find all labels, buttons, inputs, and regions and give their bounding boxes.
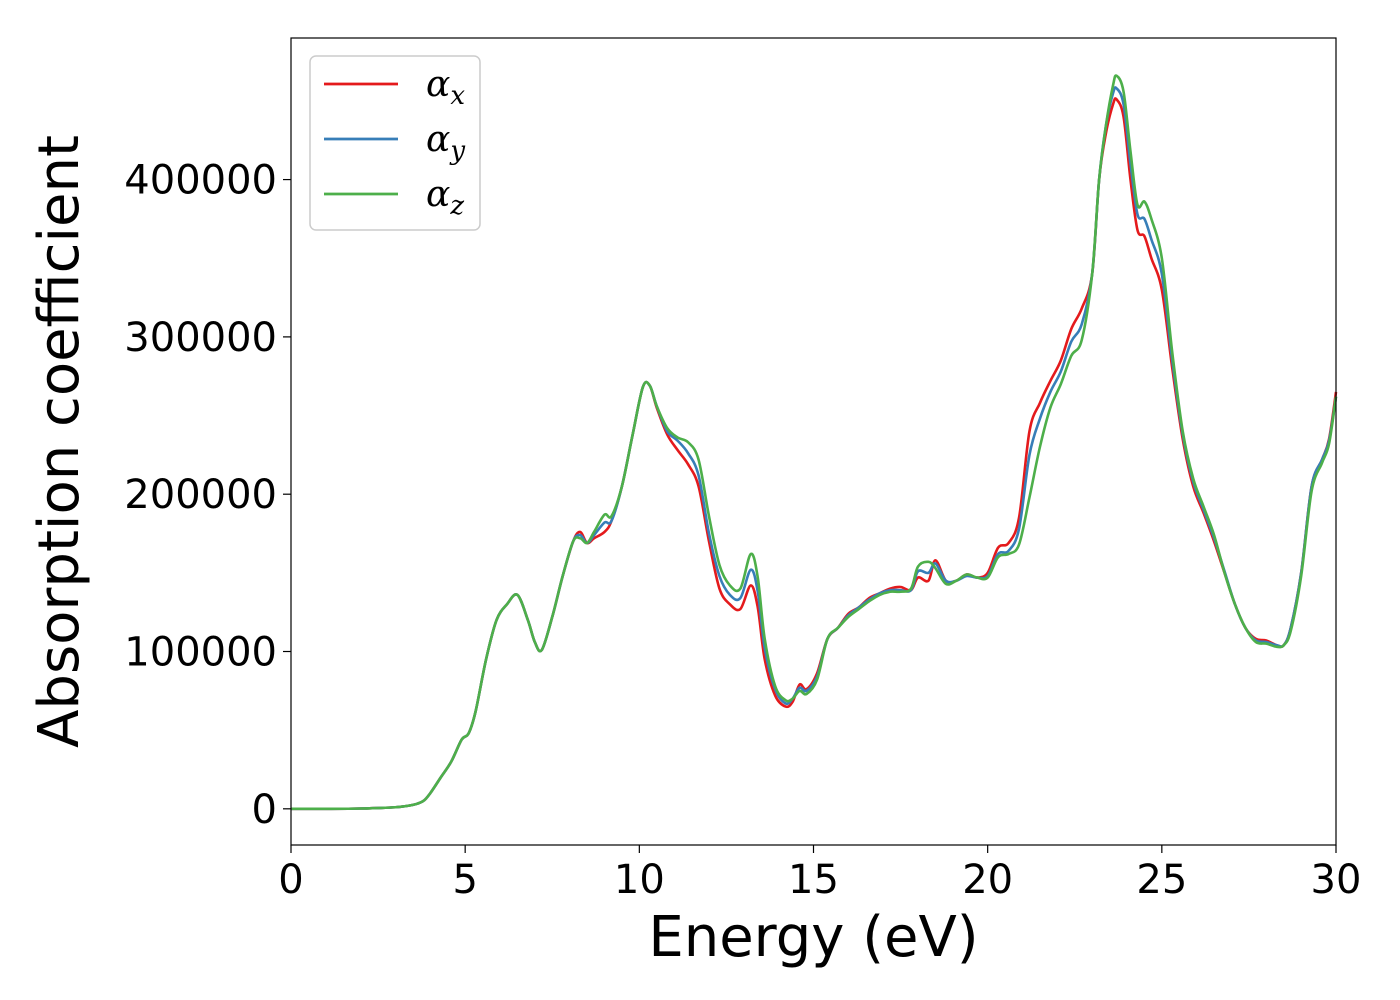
- x-tick-label: 20: [962, 857, 1013, 903]
- legend-label-x: αx: [426, 64, 465, 111]
- x-axis-title: Energy (eV): [648, 905, 978, 970]
- x-tick-label: 25: [1136, 857, 1187, 903]
- x-tick-label: 15: [788, 857, 839, 903]
- legend-box: [309, 55, 481, 231]
- x-axis-ticks: 0 5 10 15 20 25 30: [278, 845, 1361, 903]
- plot-frame: [290, 37, 1337, 846]
- y-axis-title: Absorption coefficient: [27, 135, 92, 748]
- x-tick-label: 5: [452, 857, 477, 903]
- x-tick-label: 0: [278, 857, 303, 903]
- y-tick-label: 400000: [124, 158, 277, 204]
- series-line-z: [290, 74, 1338, 811]
- legend-label-y: αy: [426, 119, 465, 166]
- legend-label-z: αz: [426, 174, 464, 221]
- y-tick-label: 200000: [124, 472, 277, 518]
- legend: αx αy αz: [309, 55, 481, 231]
- series-layer: [290, 74, 1338, 811]
- y-tick-label: 300000: [124, 315, 277, 361]
- x-tick-label: 30: [1311, 857, 1362, 903]
- y-tick-label: 100000: [124, 630, 277, 676]
- y-tick-label: 0: [252, 787, 277, 833]
- x-tick-label: 10: [614, 857, 665, 903]
- y-axis-ticks: 0 100000 200000 300000 400000: [124, 158, 291, 833]
